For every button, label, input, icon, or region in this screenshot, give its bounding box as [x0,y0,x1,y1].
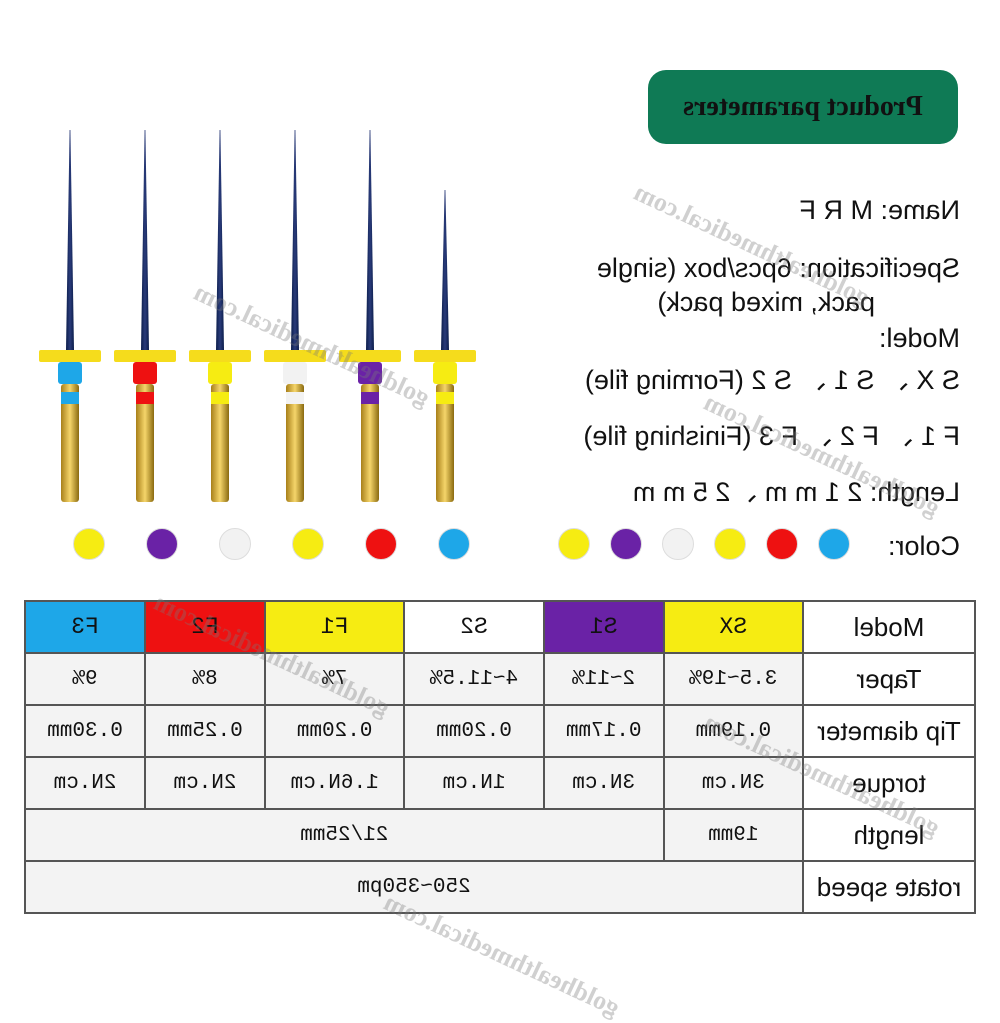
file-color-band [286,392,304,404]
tip-diameter-row: Tip diameter 0.19mm 0.17mm 0.20mm 0.20mm… [25,705,975,757]
file-needle [141,130,149,350]
torque-cell: 2N.cm [144,757,265,809]
file-flange [414,350,476,362]
taper-cell: 9% [25,653,145,705]
model-cell-sx: SX [663,601,803,653]
tip-cell: 0.30mm [25,705,145,757]
file-color-band [361,392,379,404]
file-color-band [211,392,229,404]
color-label: Color: [887,531,960,561]
file-collar [133,362,157,384]
taper-cell: 8% [144,653,265,705]
mirrored-stage: Product parameters Name: M R F Specifica… [24,70,976,1022]
color-dot [365,528,397,560]
tip-cell: 0.17mm [543,705,664,757]
file-collar [433,362,457,384]
file-flange [39,350,101,362]
color-dot [766,528,798,560]
length-cell-rest: 21/25mm [25,809,664,861]
model-header: Model [803,601,975,653]
color-dot [146,528,178,560]
file-color-band [136,392,154,404]
file-color-band [436,392,454,404]
length-row: length 19mm 21/25mm [25,809,975,861]
file-collar [58,362,82,384]
tip-diameter-header: Tip diameter [803,705,975,757]
model-cell-f3: F3 [25,601,145,653]
taper-header: Taper [803,653,975,705]
endodontic-file [410,130,480,510]
product-parameters-banner: Product parameters [648,70,958,144]
taper-cell: 4~11.5% [404,653,544,705]
model-cell-s2: S2 [404,601,544,653]
file-needle [291,130,299,350]
file-needle [441,190,449,350]
color-dot [219,528,251,560]
file-needle [366,130,374,350]
rotate-speed-header: rotate speed [803,861,975,913]
color-dot [662,528,694,560]
forming-file-line: S X 、 S 1 、 S 2 (Forming file) [584,365,960,395]
parameters-table: Model SX S1 S2 F1 F2 F3 Taper 3.5~19% 2~… [24,600,976,914]
torque-cell: 3N.cm [543,757,664,809]
tip-cell: 0.20mm [404,705,544,757]
color-dot [73,528,105,560]
endodontic-file [335,130,405,510]
taper-row: Taper 3.5~19% 2~11% 4~11.5% 7% 8% 9% [25,653,975,705]
length-cell-sx: 19mm [663,809,803,861]
taper-cell: 2~11% [543,653,664,705]
color-dot [558,528,590,560]
file-color-band [61,392,79,404]
color-dot [438,528,470,560]
file-flange [114,350,176,362]
tip-cell: 0.25mm [144,705,265,757]
endodontic-file [110,130,180,510]
color-dot [818,528,850,560]
file-collar [283,362,307,384]
taper-cell: 3.5~19% [663,653,803,705]
file-needle [66,130,74,350]
model-label: Model: [878,323,960,353]
color-dot [714,528,746,560]
rotate-speed-row: rotate speed 250~350pm [25,861,975,913]
color-dot [610,528,642,560]
torque-cell: 1N.cm [404,757,544,809]
name-line: Name: M R F [799,195,960,225]
color-dot [292,528,324,560]
torque-cell: 2N.cm [25,757,145,809]
file-collar [208,362,232,384]
endodontic-file [35,130,105,510]
file-flange [189,350,251,362]
model-cell-s1: S1 [543,601,664,653]
torque-cell: 1.6N.cm [264,757,405,809]
banner-title: Product parameters [683,91,923,122]
